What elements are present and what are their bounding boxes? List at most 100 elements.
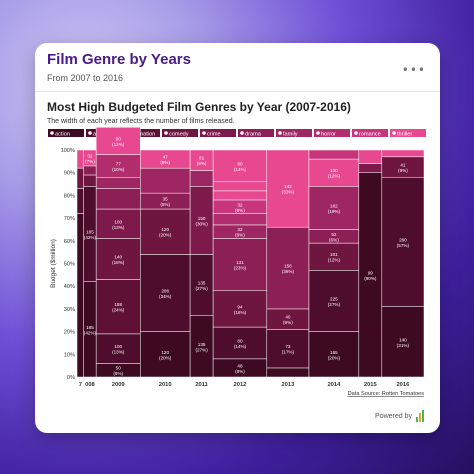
bar-segment-comedy	[140, 208, 191, 255]
data-label-share: (23%)	[234, 266, 247, 271]
data-label-value: 225	[330, 296, 338, 301]
data-label-value: 188	[114, 302, 122, 307]
more-horizontal-icon[interactable]: •••	[401, 63, 426, 77]
data-label-value: 135	[198, 342, 206, 347]
data-label-value: 100	[114, 344, 122, 349]
bar-segment-thriller	[308, 158, 360, 187]
bar-segment-crime	[95, 208, 141, 239]
data-label-share: (6%)	[329, 237, 339, 242]
powered-by-label: Powered by	[375, 412, 412, 420]
data-label-share: (24%)	[112, 308, 125, 313]
data-label-share: (12%)	[328, 258, 341, 263]
x-tick-label: 2015	[364, 382, 378, 388]
x-tick-label: 2012	[234, 382, 247, 388]
bar-segment-drama	[266, 226, 310, 310]
y-tick-label: 0%	[67, 375, 75, 381]
data-label-share: (42%)	[84, 330, 97, 335]
y-tick-label: 60%	[64, 239, 75, 245]
legend-dot-thriller	[392, 131, 396, 135]
bar-segment-thriller	[358, 149, 383, 164]
data-label-share: (6%)	[235, 208, 245, 213]
data-label-value: 185	[86, 229, 94, 234]
y-tick-label: 20%	[64, 330, 75, 336]
legend-label-thriller: thriller	[397, 131, 412, 137]
x-tick-label: 2009	[112, 382, 126, 388]
data-label-value: 40	[285, 315, 291, 320]
bar-segment-thriller	[212, 190, 268, 201]
bar-segment-adventure	[381, 176, 425, 307]
data-label-share: (90%)	[364, 276, 377, 281]
data-label-value: 99	[368, 270, 374, 275]
legend-label-horror: horror	[321, 131, 336, 137]
bar-segment-family	[308, 186, 360, 230]
data-label-share: (34%)	[159, 294, 172, 299]
logo-icon	[416, 410, 424, 422]
data-label-value: 80	[237, 338, 243, 343]
legend-dot-family	[278, 131, 282, 135]
data-label-value: 162	[330, 203, 338, 208]
legend-dot-comedy	[164, 131, 168, 135]
data-label-share: (20%)	[328, 355, 341, 360]
y-tick-label: 30%	[64, 307, 75, 313]
legend-dot-horror	[316, 131, 320, 135]
data-label-share: (8%)	[235, 369, 245, 374]
bar-segment-thriller	[381, 149, 425, 158]
legend-label-crime: crime	[207, 131, 221, 137]
data-label-value: 120	[161, 227, 169, 232]
legend-swatch-action	[48, 129, 84, 137]
bar-segment-adventure	[76, 188, 84, 214]
legend-label-drama: drama	[245, 131, 262, 137]
chart-subtitle: The width of each year reflects the numb…	[47, 118, 235, 125]
data-label-share: (7%)	[85, 159, 95, 164]
data-label-share: (8%)	[160, 160, 170, 165]
legend-dot-romance	[354, 131, 358, 135]
y-tick-label: 50%	[64, 262, 75, 268]
bar-segment-action	[308, 331, 360, 378]
bar-segment-thriller	[76, 149, 84, 169]
y-tick-label: 40%	[64, 284, 75, 290]
data-label-share: (33%)	[282, 190, 295, 195]
data-label-value: 140	[399, 337, 407, 342]
data-label-share: (19%)	[328, 209, 341, 214]
data-label-share: (30%)	[195, 221, 208, 226]
legend-swatch-drama	[238, 129, 274, 137]
data-label-share: (12%)	[328, 174, 341, 179]
legend-dot-action	[50, 131, 54, 135]
data-label-value: 165	[330, 350, 338, 355]
data-label-share: (16%)	[234, 310, 247, 315]
data-label-share: (5%)	[160, 202, 170, 207]
bar-segment-comedy	[212, 290, 268, 328]
data-label-share: (9%)	[398, 168, 408, 173]
data-label-value: 41	[400, 163, 406, 168]
bar-segment-crime	[358, 163, 383, 173]
data-label-value: 80	[237, 161, 243, 166]
x-tick-label: 008	[85, 382, 95, 388]
data-label-value: 206	[161, 289, 169, 294]
legend-label-romance: romance	[359, 131, 381, 137]
data-label-share: (9%)	[197, 161, 207, 166]
data-label-value: 142	[284, 184, 292, 189]
legend-dot-drama	[240, 131, 244, 135]
data-label-value: 135	[198, 281, 206, 286]
legend-swatch-romance	[352, 129, 388, 137]
legend-dot-adventure	[88, 131, 92, 135]
legend-swatch-crime	[200, 129, 236, 137]
data-label-value: 101	[330, 252, 338, 257]
bar-segment-comedy	[83, 174, 97, 187]
legend-swatch-animation	[124, 129, 160, 137]
legend-label-action: action	[55, 131, 70, 137]
data-source-link[interactable]: Data Source: Rotten Tomatoes	[348, 391, 425, 397]
data-label-value: 77	[116, 161, 122, 166]
bar-segment-thriller	[212, 149, 268, 183]
data-label-share: (27%)	[195, 286, 208, 291]
data-label-value: 48	[237, 363, 243, 368]
data-label-share: (6%)	[113, 371, 123, 376]
bar-segment-adventure	[212, 326, 268, 360]
data-label-share: (13%)	[112, 225, 125, 230]
data-label-share: (27%)	[328, 302, 341, 307]
x-tick-label: 2013	[281, 382, 295, 388]
data-label-share: (36%)	[282, 269, 295, 274]
data-label-share: (20%)	[159, 233, 172, 238]
data-label-share: (18%)	[112, 260, 125, 265]
data-label-value: 100	[330, 168, 338, 173]
